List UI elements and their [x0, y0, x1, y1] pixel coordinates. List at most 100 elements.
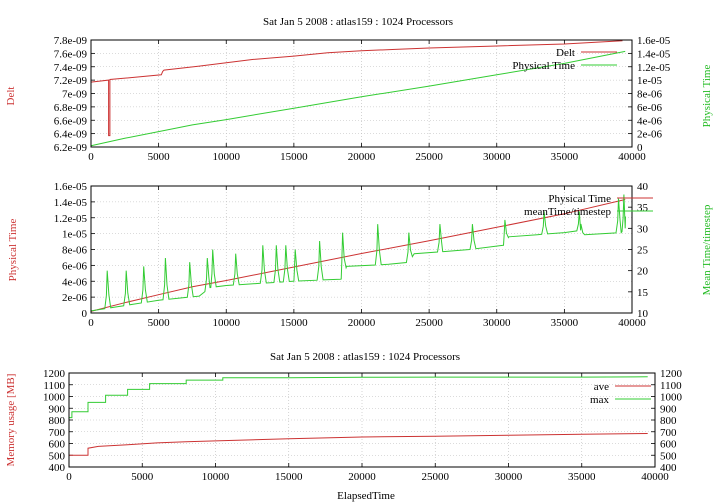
series-line-physical-time	[90, 199, 626, 312]
y2-tick-label: 400	[660, 462, 677, 474]
y2-tick-label: 700	[660, 427, 677, 439]
y2-tick-label: 6e-06	[637, 102, 663, 114]
y2-tick-label: 1100	[660, 380, 682, 392]
y-tick-label: 1200	[43, 368, 66, 380]
x-tick-label: 10000	[213, 317, 241, 329]
legend-label: Physical Time	[548, 193, 611, 205]
panel-memory-usage: Sat Jan 5 2008 : atlas159 : 1024 Process…	[5, 351, 683, 502]
y2-tick-label: 1200	[660, 368, 683, 380]
y-tick-label: 1e-05	[62, 229, 88, 241]
x-tick-label: 20000	[348, 471, 376, 483]
y-tick-label: 7.4e-09	[54, 62, 88, 74]
y2-tick-label: 30	[637, 223, 649, 235]
x-tick-label: 0	[88, 151, 94, 163]
legend-label: Delt	[556, 47, 575, 59]
series-line-delt	[90, 40, 623, 137]
y-tick-label: 7.2e-09	[54, 75, 88, 87]
y-tick-label: 600	[49, 439, 66, 451]
panel-3-ylabel: Memory usage [MB]	[5, 374, 17, 467]
panel-1-title: Sat Jan 5 2008 : atlas159 : 1024 Process…	[263, 16, 453, 28]
y-tick-label: 6.6e-09	[54, 115, 88, 127]
y2-tick-label: 15	[637, 287, 649, 299]
series-line-meantime-timestep	[90, 194, 626, 312]
x-tick-label: 20000	[348, 151, 376, 163]
legend-label: Physical Time	[512, 60, 575, 72]
y2-tick-label: 25	[637, 245, 649, 257]
x-tick-label: 30000	[495, 471, 523, 483]
panel-1-ylabel: Delt	[5, 87, 17, 106]
y-tick-label: 1100	[43, 380, 65, 392]
panel-delt-physical-time: Sat Jan 5 2008 : atlas159 : 1024 Process…	[5, 16, 713, 163]
x-tick-label: 35000	[551, 151, 579, 163]
y-tick-label: 700	[49, 427, 66, 439]
x-tick-label: 15000	[275, 471, 303, 483]
y2-tick-label: 1000	[660, 392, 683, 404]
y2-tick-label: 40	[637, 181, 649, 193]
y2-tick-label: 35	[637, 202, 649, 214]
x-tick-label: 40000	[618, 151, 646, 163]
series-line-ave	[69, 433, 648, 456]
panel-physical-time-mean-time: 0 5000 10000 15000 20000 25000 30000 35000 40000…	[7, 181, 713, 329]
y-tick-label: 6.8e-09	[54, 102, 88, 114]
x-tick-label: 15000	[280, 151, 308, 163]
legend-label: max	[590, 394, 609, 406]
y2-tick-label: 8e-06	[637, 89, 663, 101]
series-line-physical-time	[90, 50, 626, 147]
y-tick-label: 0	[82, 308, 88, 320]
x-tick-label: 35000	[551, 317, 579, 329]
x-tick-label: 30000	[483, 317, 511, 329]
y-tick-label: 800	[49, 415, 66, 427]
x-tick-label: 25000	[415, 317, 443, 329]
y-tick-label: 6.4e-09	[54, 129, 88, 141]
x-tick-label: 25000	[422, 471, 450, 483]
y2-tick-label: 800	[660, 415, 677, 427]
panel-2-frame	[90, 185, 633, 314]
series-line-max	[69, 376, 648, 419]
y2-tick-label: 10	[637, 308, 649, 320]
x-tick-label: 40000	[618, 317, 646, 329]
x-tick-label: 0	[88, 317, 94, 329]
y2-tick-label: 2e-06	[637, 129, 663, 141]
y2-tick-label: 600	[660, 439, 677, 451]
y-tick-label: 7e-09	[62, 89, 88, 101]
y-tick-label: 1.6e-05	[54, 181, 88, 193]
y-tick-label: 4e-06	[62, 276, 88, 288]
panel-3-xlabel: ElapsedTime	[337, 490, 395, 502]
legend-label: meanTime/timestep	[524, 206, 611, 218]
y-tick-label: 1.2e-05	[54, 213, 88, 225]
x-tick-label: 40000	[641, 471, 669, 483]
panel-1-y2label: Physical Time	[701, 65, 713, 128]
y2-tick-label: 0	[637, 142, 643, 154]
x-tick-label: 0	[66, 471, 72, 483]
legend-label: ave	[594, 381, 609, 393]
panel-3-title: Sat Jan 5 2008 : atlas159 : 1024 Process…	[270, 351, 460, 363]
y-tick-label: 900	[49, 403, 66, 415]
y2-tick-label: 4e-06	[637, 115, 663, 127]
panel-2-y2label: Mean Time/timestep	[701, 204, 713, 295]
y2-tick-label: 500	[660, 450, 677, 462]
x-tick-label: 5000	[131, 471, 154, 483]
y-tick-label: 2e-06	[62, 292, 88, 304]
x-tick-label: 30000	[483, 151, 511, 163]
y-tick-label: 7.6e-09	[54, 48, 88, 60]
y2-tick-label: 1.6e-05	[637, 35, 671, 47]
x-tick-label: 20000	[348, 317, 376, 329]
y2-tick-label: 1.2e-05	[637, 62, 671, 74]
y-tick-label: 6e-06	[62, 260, 88, 272]
panel-1-frame	[90, 39, 633, 148]
panel-3-frame	[68, 372, 656, 468]
x-tick-label: 5000	[148, 317, 171, 329]
y2-tick-label: 1e-05	[637, 75, 663, 87]
x-tick-label: 25000	[415, 151, 443, 163]
y2-tick-label: 900	[660, 403, 677, 415]
y2-tick-label: 20	[637, 266, 649, 278]
y-tick-label: 7.8e-09	[54, 35, 88, 47]
x-tick-label: 10000	[213, 151, 241, 163]
x-tick-label: 35000	[568, 471, 596, 483]
y-tick-label: 500	[49, 450, 66, 462]
y-tick-label: 6.2e-09	[54, 142, 88, 154]
x-tick-label: 15000	[280, 317, 308, 329]
y-tick-label: 1.4e-05	[54, 197, 88, 209]
y-tick-label: 8e-06	[62, 245, 88, 257]
